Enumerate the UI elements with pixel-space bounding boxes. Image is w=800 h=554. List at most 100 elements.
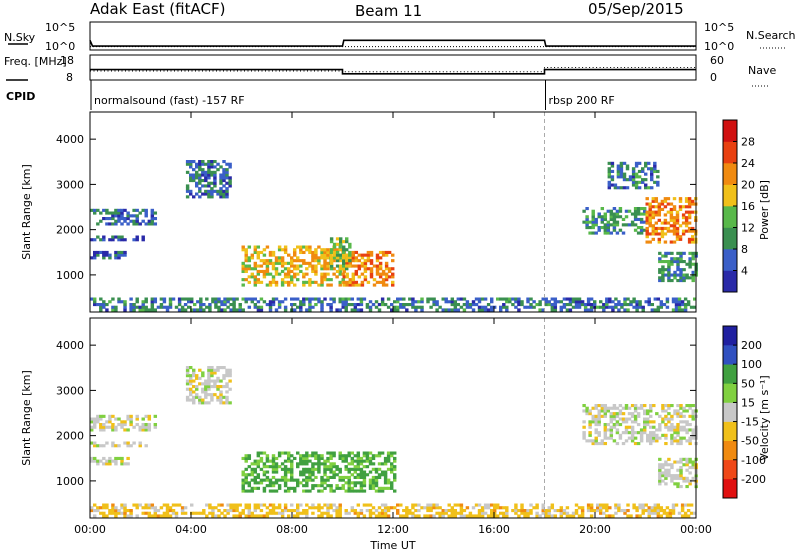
cpid-label: CPID (6, 90, 35, 103)
data-cell (683, 503, 688, 507)
data-cell (339, 242, 343, 246)
data-cell (356, 459, 361, 463)
data-cell (274, 261, 279, 265)
data-cell (517, 300, 521, 304)
data-cell (345, 283, 349, 287)
data-cell (502, 514, 506, 518)
data-cell (308, 248, 312, 252)
data-cell (189, 374, 193, 378)
data-cell (603, 212, 608, 216)
data-cell (305, 511, 309, 515)
data-cell (674, 300, 679, 304)
data-cell (235, 506, 239, 510)
data-cell (126, 428, 130, 432)
data-cell (562, 509, 567, 513)
data-cell (646, 423, 650, 427)
data-cell (338, 297, 342, 301)
data-cell (656, 297, 661, 301)
data-cell (603, 223, 608, 227)
data-cell (627, 223, 632, 227)
data-cell (320, 300, 324, 304)
data-cell (296, 264, 300, 268)
data-cell (594, 420, 598, 424)
data-cell (637, 180, 642, 184)
data-cell (354, 250, 359, 255)
data-cell (636, 423, 641, 427)
data-cell (147, 222, 152, 226)
data-cell (684, 197, 689, 201)
data-cell (429, 509, 433, 513)
data-cell (123, 511, 127, 515)
data-cell (615, 215, 620, 219)
data-cell (90, 238, 94, 242)
data-cell (374, 305, 379, 309)
data-cell (90, 256, 94, 260)
data-cell (220, 511, 224, 515)
data-cell (219, 189, 223, 193)
data-cell (217, 509, 221, 513)
data-cell (225, 181, 229, 185)
data-cell (691, 254, 695, 258)
data-cell (586, 503, 591, 507)
data-cell (320, 475, 324, 480)
data-cell (669, 213, 674, 217)
data-cell (335, 514, 339, 518)
data-cell (222, 160, 226, 164)
data-cell (201, 387, 205, 391)
nave-label: Nave (748, 64, 776, 77)
data-cell (205, 514, 209, 518)
data-cell (353, 303, 358, 307)
data-cell (335, 509, 339, 513)
data-cell (241, 308, 245, 312)
data-cell (335, 506, 339, 510)
data-cell (514, 297, 518, 301)
data-cell (675, 237, 680, 241)
data-cell (253, 264, 258, 268)
data-cell (617, 509, 621, 513)
data-cell (214, 514, 218, 518)
data-cell (359, 467, 364, 471)
data-cell (682, 463, 686, 467)
data-cell (607, 161, 612, 165)
data-cell (622, 178, 627, 182)
data-cell (329, 475, 333, 480)
data-cell (658, 474, 662, 478)
data-cell (505, 511, 509, 515)
data-cell (670, 273, 674, 277)
data-cell (283, 503, 288, 507)
data-cell (674, 303, 679, 307)
data-cell (342, 240, 346, 244)
data-cell (302, 303, 306, 307)
data-cell (111, 308, 115, 312)
data-cell (638, 503, 642, 507)
data-cell (606, 228, 611, 232)
data-cell (117, 211, 121, 215)
data-cell (241, 478, 245, 482)
data-cell (262, 486, 267, 490)
data-cell (353, 305, 358, 309)
data-cell (655, 436, 659, 440)
data-cell (685, 439, 689, 443)
data-cell (362, 473, 367, 477)
data-cell (283, 272, 288, 276)
data-cell (350, 459, 355, 463)
data-cell (274, 481, 279, 485)
data-cell (305, 462, 309, 466)
data-cell (296, 506, 300, 510)
data-cell (102, 256, 106, 260)
data-cell (679, 420, 683, 424)
data-cell (108, 222, 112, 226)
data-cell (347, 454, 351, 458)
data-cell (459, 305, 464, 309)
data-cell (688, 260, 692, 264)
data-cell (408, 297, 412, 301)
data-cell (177, 303, 182, 307)
data-cell (220, 308, 224, 312)
data-cell (667, 457, 671, 461)
data-cell (671, 297, 676, 301)
data-cell (371, 454, 376, 458)
data-cell (323, 481, 327, 485)
data-cell (293, 478, 297, 482)
data-cell (202, 511, 206, 515)
data-cell (670, 423, 674, 427)
